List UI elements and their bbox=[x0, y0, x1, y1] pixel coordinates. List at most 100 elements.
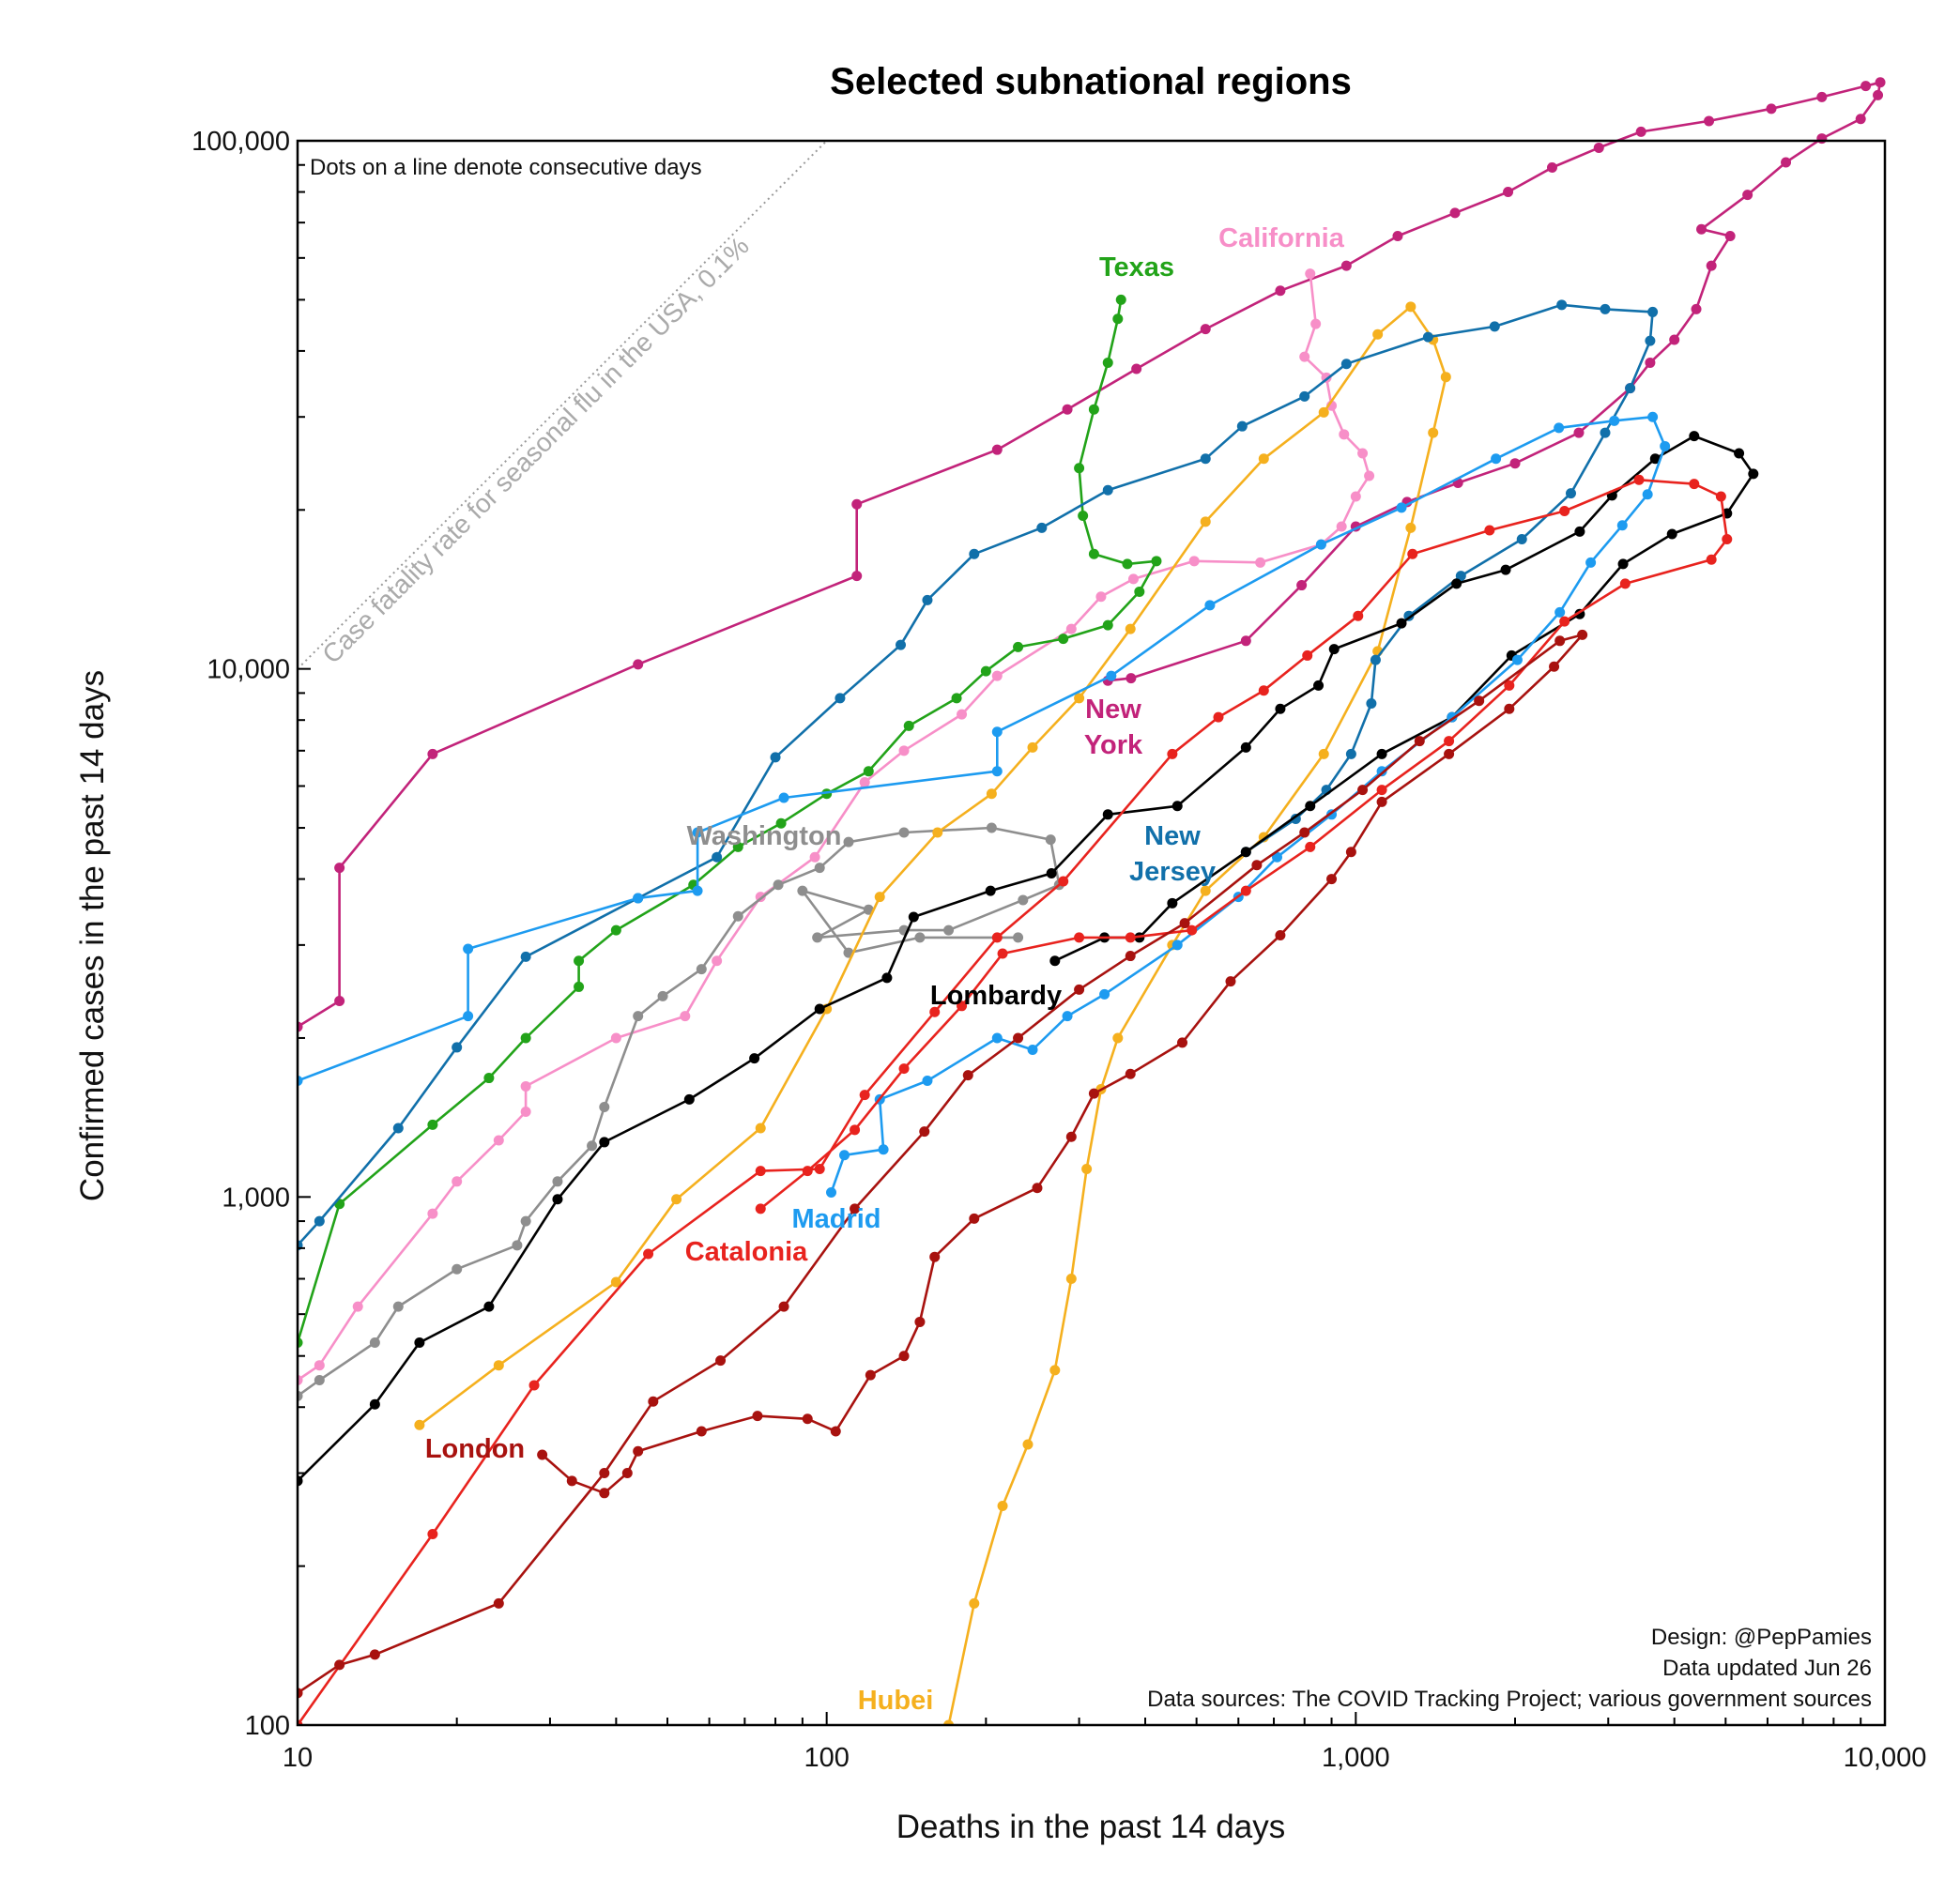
data-point-catalonia bbox=[1305, 841, 1316, 852]
data-point-california bbox=[493, 1135, 504, 1146]
data-point-california bbox=[1065, 623, 1077, 634]
data-point-california bbox=[1357, 448, 1369, 459]
data-point-lombardy bbox=[1049, 955, 1061, 967]
data-point-new-york bbox=[1503, 187, 1514, 198]
data-point-catalonia bbox=[1058, 876, 1069, 887]
data-point-new-york bbox=[1509, 458, 1521, 469]
data-point-california bbox=[957, 709, 968, 720]
data-point-new-york bbox=[1392, 231, 1403, 242]
data-point-hubei bbox=[1258, 453, 1269, 465]
data-point-catalonia bbox=[427, 1528, 438, 1539]
data-point-california bbox=[1299, 351, 1310, 362]
data-point-new-york bbox=[1240, 635, 1251, 647]
series-line-lombardy bbox=[298, 435, 1755, 1482]
data-point-hubei bbox=[1372, 328, 1384, 340]
data-point-new-york bbox=[1691, 303, 1702, 314]
data-point-washington bbox=[552, 1176, 563, 1187]
data-point-london bbox=[1444, 748, 1455, 759]
data-point-california bbox=[1336, 521, 1347, 532]
data-point-london bbox=[1013, 1032, 1024, 1044]
data-point-madrid bbox=[1647, 411, 1659, 422]
data-point-lombardy bbox=[599, 1137, 610, 1148]
data-point-new-york bbox=[298, 1021, 303, 1032]
data-point-lombardy bbox=[1396, 618, 1407, 629]
data-point-california bbox=[1127, 573, 1139, 585]
data-point-madrid bbox=[1271, 851, 1282, 863]
data-point-lombardy bbox=[1171, 801, 1183, 812]
data-point-washington bbox=[797, 885, 808, 896]
data-point-new-york bbox=[1275, 285, 1286, 297]
data-point-hubei bbox=[943, 1719, 955, 1725]
data-point-london bbox=[1554, 635, 1566, 647]
data-point-texas bbox=[1102, 619, 1113, 631]
data-point-lombardy bbox=[1451, 578, 1462, 589]
data-point-london bbox=[298, 1688, 303, 1699]
data-point-new-jersey bbox=[1102, 484, 1113, 496]
data-point-hubei bbox=[997, 1501, 1008, 1512]
data-point-new-jersey bbox=[1345, 748, 1356, 759]
x-tick-label: 100 bbox=[804, 1743, 849, 1773]
data-point-lombardy bbox=[1376, 748, 1387, 759]
data-point-new-york bbox=[334, 863, 345, 874]
data-point-london bbox=[1179, 918, 1190, 929]
chart-title: Selected subnational regions bbox=[830, 61, 1352, 102]
data-point-catalonia bbox=[1258, 685, 1269, 696]
data-point-hubei bbox=[1081, 1163, 1093, 1174]
data-point-lombardy bbox=[749, 1053, 760, 1064]
data-point-hubei bbox=[1405, 301, 1416, 313]
data-point-madrid bbox=[826, 1186, 837, 1198]
data-point-lombardy bbox=[414, 1337, 425, 1348]
data-point-catalonia bbox=[1559, 506, 1570, 517]
data-point-california bbox=[1095, 591, 1107, 603]
data-point-catalonia bbox=[1240, 885, 1251, 896]
data-point-lombardy bbox=[683, 1093, 695, 1105]
data-point-madrid bbox=[1204, 600, 1216, 611]
data-point-london bbox=[537, 1449, 548, 1460]
data-point-texas bbox=[1102, 357, 1113, 368]
series-label-madrid: Madrid bbox=[791, 1204, 880, 1234]
data-point-texas bbox=[1013, 641, 1024, 652]
data-point-london bbox=[1414, 736, 1425, 747]
data-point-catalonia bbox=[1722, 534, 1733, 545]
series-label-california: California bbox=[1218, 223, 1345, 253]
data-point-hubei bbox=[1428, 427, 1439, 438]
series-label-new-jersey: Jersey bbox=[1129, 857, 1216, 887]
data-point-new-york bbox=[1635, 126, 1646, 137]
data-point-london bbox=[1376, 796, 1387, 807]
data-point-catalonia bbox=[528, 1380, 540, 1391]
data-point-new-jersey bbox=[314, 1215, 325, 1227]
data-point-hubei bbox=[1065, 1273, 1077, 1284]
series-label-new-york: York bbox=[1084, 730, 1143, 760]
data-point-hubei bbox=[1027, 741, 1038, 753]
dots-annotation: Dots on a line denote consecutive days bbox=[310, 155, 702, 180]
data-point-lombardy bbox=[1167, 897, 1178, 909]
data-point-california bbox=[991, 670, 1003, 681]
data-point-texas bbox=[610, 924, 621, 936]
data-point-washington bbox=[843, 836, 854, 848]
data-point-lombardy bbox=[1305, 801, 1316, 812]
data-point-madrid bbox=[1585, 557, 1597, 568]
data-point-new-york bbox=[1742, 190, 1753, 201]
y-tick-label: 10,000 bbox=[207, 655, 290, 685]
data-point-new-jersey bbox=[392, 1123, 404, 1134]
data-point-london bbox=[1125, 1068, 1136, 1079]
data-point-hubei bbox=[610, 1276, 621, 1288]
data-point-catalonia bbox=[1444, 736, 1455, 747]
data-point-hubei bbox=[1074, 693, 1085, 704]
data-point-london bbox=[633, 1445, 644, 1457]
data-point-hubei bbox=[1200, 516, 1211, 527]
data-point-hubei bbox=[1125, 623, 1136, 634]
data-point-new-york bbox=[633, 659, 644, 670]
data-point-lombardy bbox=[1617, 558, 1629, 570]
data-point-texas bbox=[1112, 313, 1124, 325]
data-point-california bbox=[520, 1107, 531, 1118]
data-point-madrid bbox=[463, 1011, 474, 1022]
data-point-lombardy bbox=[985, 885, 996, 896]
data-point-madrid bbox=[1616, 520, 1628, 531]
data-point-washington bbox=[599, 1102, 610, 1113]
data-point-texas bbox=[903, 720, 914, 731]
data-point-madrid bbox=[991, 726, 1003, 738]
data-point-washington bbox=[452, 1263, 463, 1275]
data-point-madrid bbox=[1099, 988, 1110, 1000]
data-point-new-york bbox=[1706, 260, 1717, 271]
